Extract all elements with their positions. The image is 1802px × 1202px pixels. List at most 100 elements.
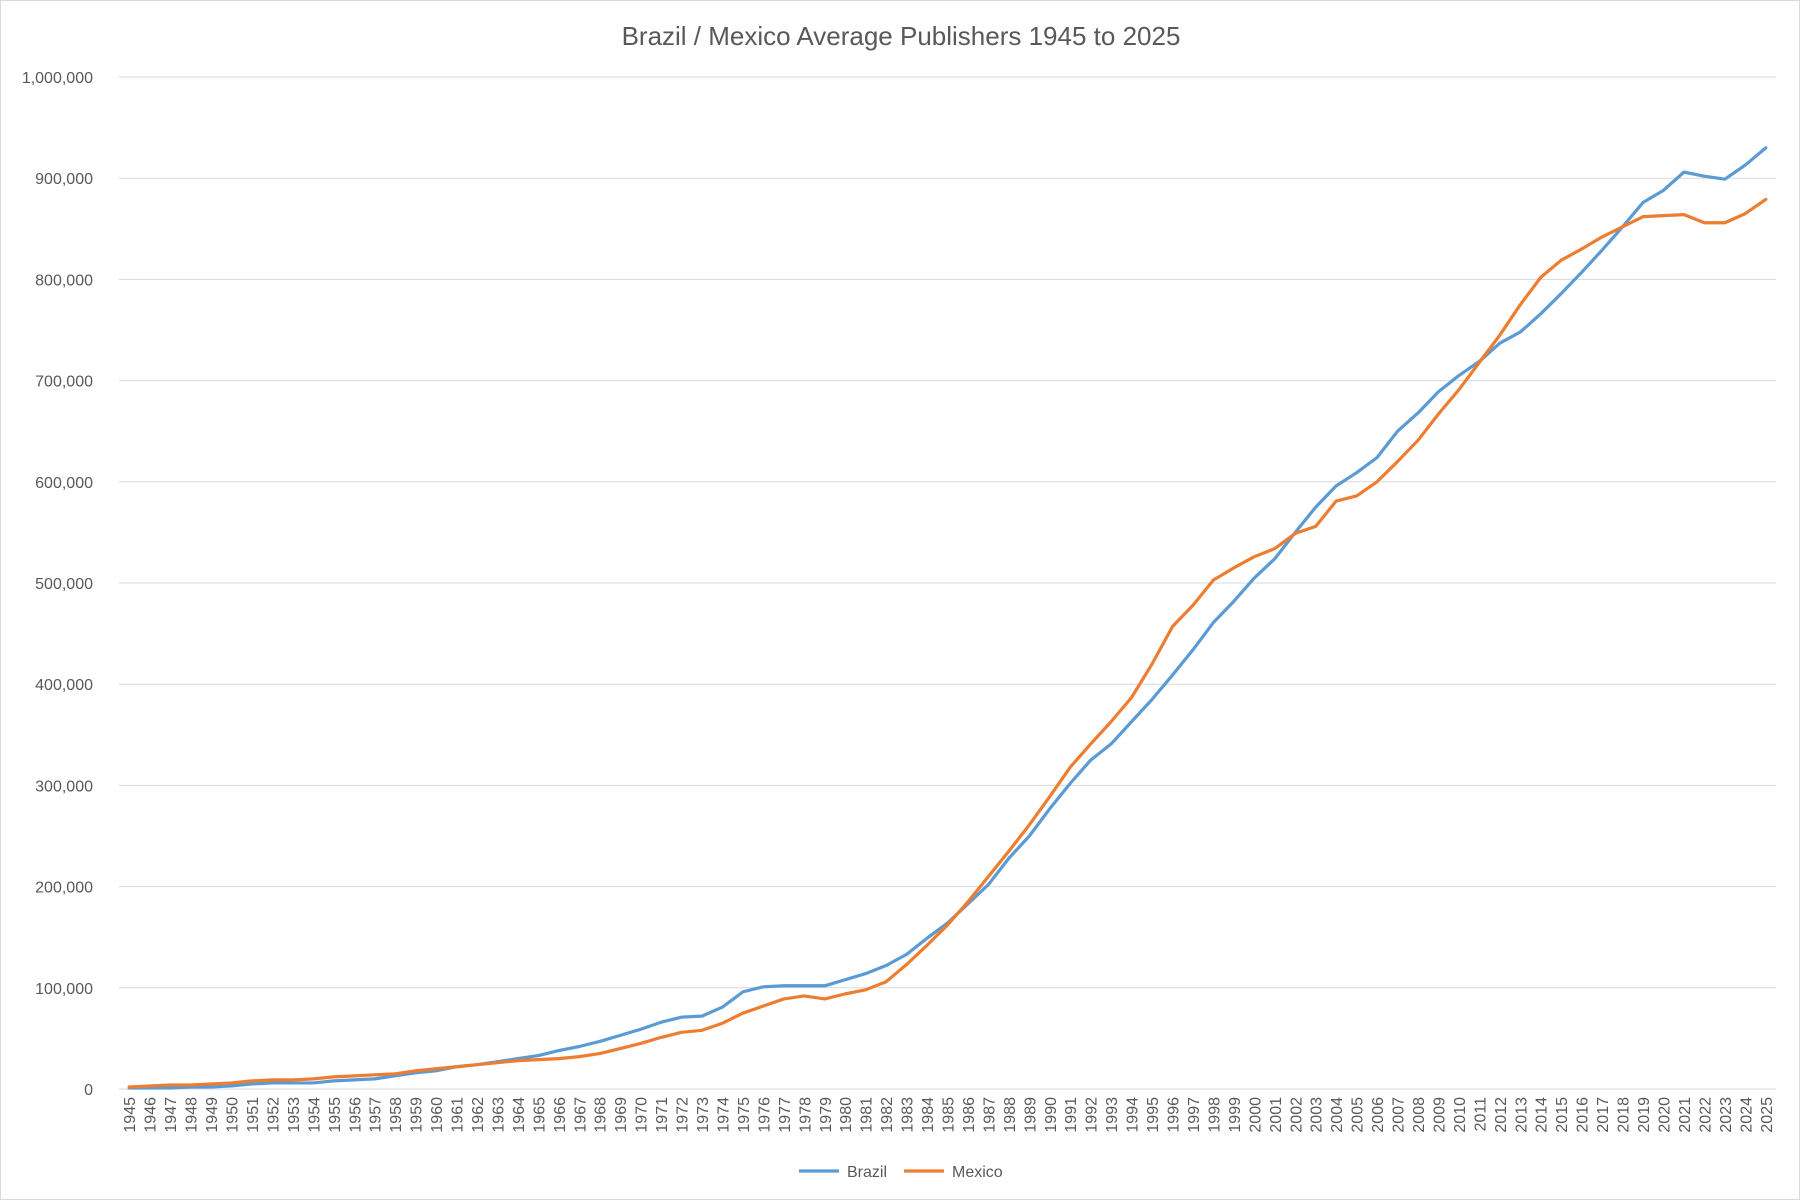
x-tick-label: 2021 — [1677, 1097, 1694, 1133]
x-tick-label: 1996 — [1166, 1097, 1183, 1133]
x-tick-label: 1982 — [879, 1097, 896, 1133]
x-tick-label: 2012 — [1493, 1097, 1510, 1133]
x-tick-label: 2007 — [1391, 1097, 1408, 1133]
series-lines — [127, 146, 1768, 1090]
x-tick-label: 1979 — [818, 1097, 835, 1133]
x-tick-label: 2001 — [1268, 1097, 1285, 1133]
x-tick-label: 1971 — [654, 1097, 671, 1133]
x-tick-label: 1978 — [797, 1097, 814, 1133]
x-tick-label: 2013 — [1513, 1097, 1530, 1133]
x-tick-label: 1974 — [715, 1097, 732, 1133]
y-tick-label: 300,000 — [35, 778, 93, 795]
y-tick-label: 600,000 — [35, 475, 93, 492]
x-tick-label: 1975 — [736, 1097, 753, 1133]
x-tick-label: 1965 — [531, 1097, 548, 1133]
x-tick-label: 2015 — [1554, 1097, 1571, 1133]
x-tick-label: 1999 — [1227, 1097, 1244, 1133]
x-tick-label: 1985 — [941, 1097, 958, 1133]
x-tick-label: 1995 — [1145, 1097, 1162, 1133]
x-tick-label: 1989 — [1022, 1097, 1039, 1133]
x-tick-label: 1963 — [490, 1097, 507, 1133]
y-tick-label: 1,000,000 — [22, 70, 93, 87]
legend: Brazil Mexico — [799, 1164, 1003, 1181]
x-tick-label: 1998 — [1206, 1097, 1223, 1133]
x-tick-label: 1952 — [265, 1097, 282, 1133]
x-tick-label: 1949 — [204, 1097, 221, 1133]
x-tick-label: 1986 — [961, 1097, 978, 1133]
y-tick-label: 400,000 — [35, 677, 93, 694]
x-tick-label: 2023 — [1718, 1097, 1735, 1133]
x-tick-label: 2025 — [1759, 1097, 1776, 1133]
x-tick-label: 1956 — [347, 1097, 364, 1133]
x-tick-label: 2003 — [1309, 1097, 1326, 1133]
chart-title: Brazil / Mexico Average Publishers 1945 … — [622, 21, 1181, 51]
x-tick-label: 1993 — [1104, 1097, 1121, 1133]
x-tick-label: 1976 — [756, 1097, 773, 1133]
x-tick-label: 1953 — [286, 1097, 303, 1133]
x-tick-label: 1969 — [613, 1097, 630, 1133]
y-tick-label: 800,000 — [35, 272, 93, 289]
x-tick-label: 1973 — [695, 1097, 712, 1133]
x-tick-label: 1987 — [981, 1097, 998, 1133]
x-tick-label: 2022 — [1697, 1097, 1714, 1133]
x-tick-label: 2024 — [1738, 1097, 1755, 1133]
x-tick-label: 1966 — [552, 1097, 569, 1133]
x-tick-label: 1954 — [306, 1097, 323, 1133]
x-tick-label: 1968 — [593, 1097, 610, 1133]
x-tick-label: 1962 — [470, 1097, 487, 1133]
x-tick-label: 1994 — [1125, 1097, 1142, 1133]
x-tick-label: 2009 — [1431, 1097, 1448, 1133]
x-tick-label: 1997 — [1186, 1097, 1203, 1133]
x-tick-label: 1955 — [327, 1097, 344, 1133]
x-tick-label: 2010 — [1452, 1097, 1469, 1133]
y-tick-label: 900,000 — [35, 171, 93, 188]
x-tick-label: 2020 — [1656, 1097, 1673, 1133]
x-tick-label: 1958 — [388, 1097, 405, 1133]
x-tick-label: 2004 — [1329, 1097, 1346, 1133]
gridlines — [119, 76, 1776, 1090]
x-tick-label: 1947 — [163, 1097, 180, 1133]
x-tick-label: 1980 — [838, 1097, 855, 1133]
x-tick-label: 1991 — [1063, 1097, 1080, 1133]
x-tick-label: 1970 — [634, 1097, 651, 1133]
x-tick-label: 1967 — [572, 1097, 589, 1133]
x-tick-label: 1983 — [900, 1097, 917, 1133]
series-line-mexico — [127, 197, 1768, 1089]
x-tick-label: 1960 — [429, 1097, 446, 1133]
y-tick-label: 200,000 — [35, 880, 93, 897]
x-tick-label: 2016 — [1575, 1097, 1592, 1133]
x-tick-label: 2011 — [1472, 1097, 1489, 1132]
x-tick-label: 2008 — [1411, 1097, 1428, 1133]
x-tick-label: 2019 — [1636, 1097, 1653, 1133]
x-tick-label: 1981 — [859, 1097, 876, 1133]
x-tick-label: 1964 — [511, 1097, 528, 1133]
x-tick-label: 2005 — [1350, 1097, 1367, 1133]
x-tick-label: 1972 — [675, 1097, 692, 1133]
x-tick-label: 2018 — [1616, 1097, 1633, 1133]
y-tick-label: 700,000 — [35, 374, 93, 391]
x-tick-label: 2000 — [1247, 1097, 1264, 1133]
legend-label-brazil: Brazil — [847, 1164, 887, 1181]
y-tick-label: 0 — [84, 1082, 93, 1099]
x-tick-label: 2014 — [1534, 1097, 1551, 1133]
x-tick-label: 2017 — [1595, 1097, 1612, 1133]
x-tick-label: 1951 — [245, 1097, 262, 1133]
x-tick-label: 1988 — [1002, 1097, 1019, 1133]
x-tick-label: 1992 — [1084, 1097, 1101, 1133]
y-tick-label: 100,000 — [35, 981, 93, 998]
x-tick-label: 1984 — [920, 1097, 937, 1133]
legend-label-mexico: Mexico — [952, 1164, 1003, 1181]
x-tick-label: 1961 — [450, 1097, 467, 1133]
x-tick-label: 1959 — [409, 1097, 426, 1133]
y-axis-tick-labels: 0 100,000 200,000 300,000 400,000 500,000 600,… — [22, 70, 93, 1099]
x-tick-label: 1948 — [184, 1097, 201, 1133]
x-tick-label: 2006 — [1370, 1097, 1387, 1133]
x-tick-label: 1950 — [225, 1097, 242, 1133]
x-tick-label: 1945 — [122, 1097, 139, 1133]
y-tick-label: 500,000 — [35, 576, 93, 593]
x-tick-label: 1977 — [777, 1097, 794, 1133]
x-axis-tick-labels: 1945 1946 1947 1948 1949 1950 1951 1952 1953 1954… — [122, 1097, 1776, 1133]
series-line-brazil — [127, 146, 1768, 1090]
